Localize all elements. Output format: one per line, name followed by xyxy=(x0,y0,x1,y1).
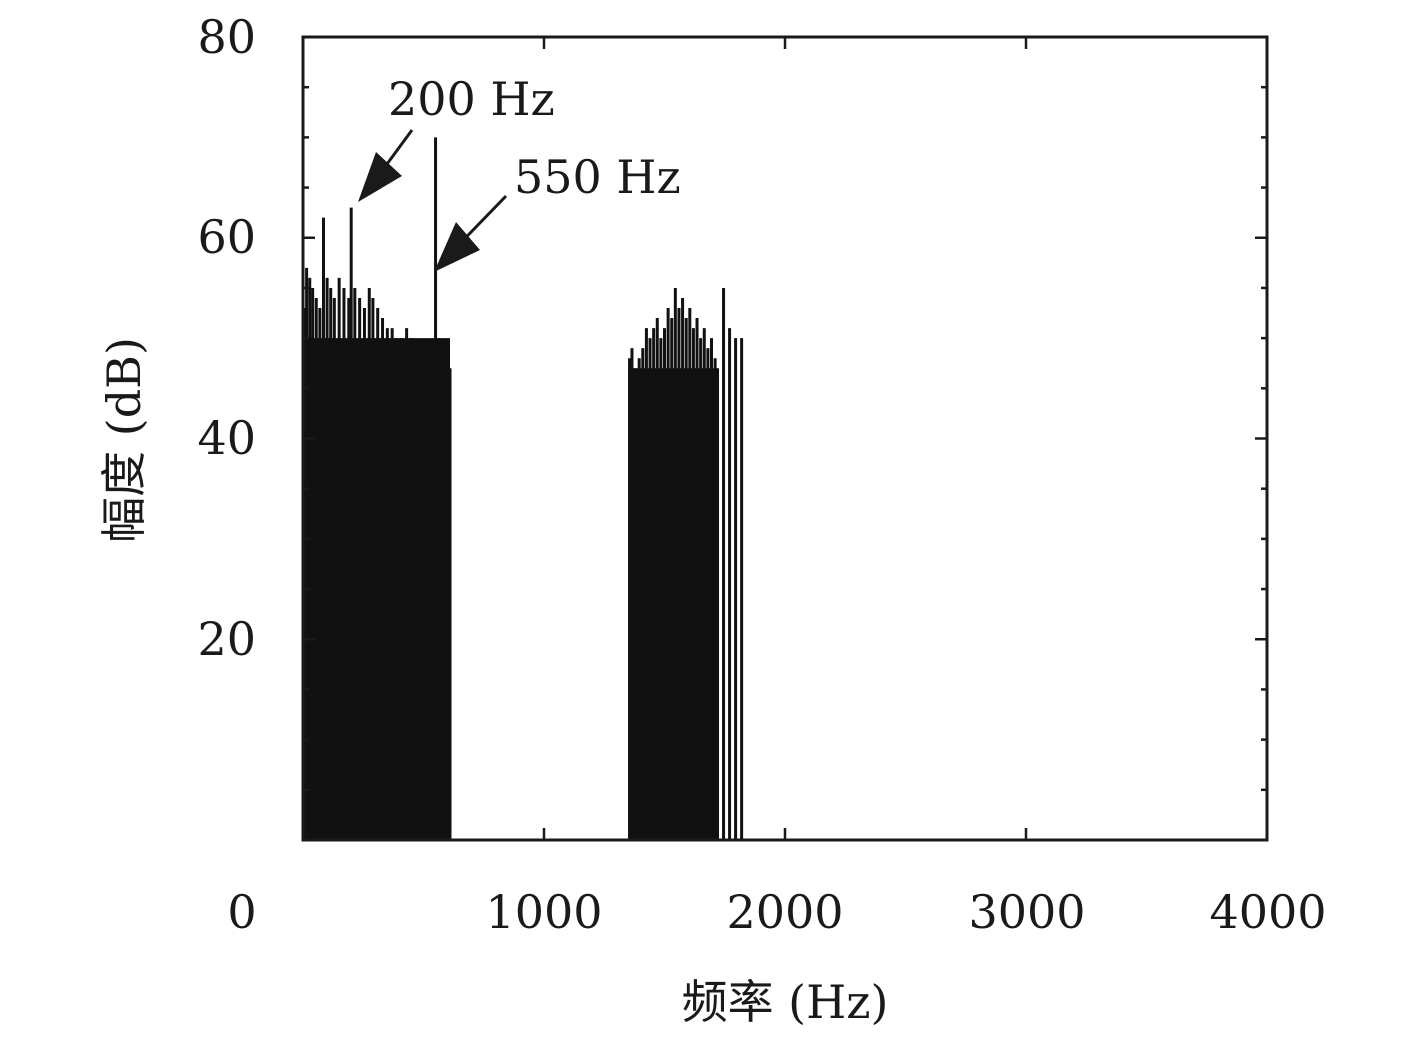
annotation-label: 550 Hz xyxy=(514,150,681,204)
x-tick-label: 0 xyxy=(227,885,256,939)
x-axis-title: 频率 (Hz) xyxy=(682,975,889,1029)
x-tick-label: 1000 xyxy=(485,885,602,939)
annotation-550hz: 550 Hz xyxy=(434,150,681,272)
y-tick-labels: 20 40 60 80 xyxy=(197,10,256,666)
annotation-200hz: 200 Hz xyxy=(358,72,555,202)
x-tick-label: 4000 xyxy=(1209,885,1326,939)
x-tick-label: 3000 xyxy=(968,885,1085,939)
y-tick-label: 80 xyxy=(197,10,256,64)
x-tick-label: 2000 xyxy=(726,885,843,939)
y-axis-title: 幅度 (dB) xyxy=(97,337,151,543)
y-tick-label: 60 xyxy=(197,210,256,264)
annotation-arrow-head xyxy=(434,222,480,272)
y-tick-label: 40 xyxy=(197,411,256,465)
annotation-arrow-head xyxy=(358,152,402,202)
axis-ticks xyxy=(301,35,1269,840)
spectrum-bars xyxy=(302,137,744,840)
y-tick-label: 20 xyxy=(197,612,256,666)
annotation-label: 200 Hz xyxy=(388,72,555,126)
x-tick-labels: 0 1000 2000 3000 4000 xyxy=(227,885,1326,939)
